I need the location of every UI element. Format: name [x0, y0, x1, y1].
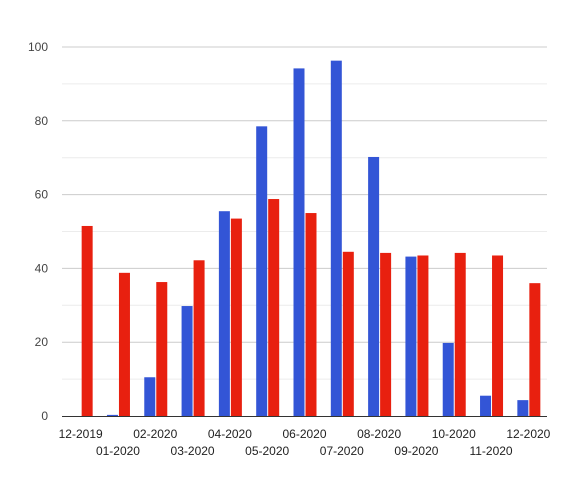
x-tick-label: 07-2020 [320, 444, 364, 458]
bar-series-2-11-2020 [492, 255, 504, 416]
bar-series-1-03-2020 [181, 306, 193, 416]
bar-series-2-07-2020 [342, 251, 354, 416]
bar-layer [81, 60, 541, 417]
y-tick-label: 60 [35, 188, 49, 202]
bar-series-2-01-2020 [118, 272, 130, 416]
bar-series-1-05-2020 [256, 126, 268, 417]
bar-series-1-11-2020 [480, 395, 492, 416]
bar-series-2-12-2020 [529, 283, 541, 416]
bar-series-1-06-2020 [293, 68, 305, 416]
x-tick-label: 10-2020 [432, 427, 476, 441]
x-tick-label: 12-2019 [59, 427, 103, 441]
bar-series-2-04-2020 [230, 218, 242, 416]
bar-series-1-09-2020 [405, 256, 417, 416]
x-tick-label: 08-2020 [357, 427, 401, 441]
y-tick-label: 80 [35, 114, 49, 128]
bar-series-1-07-2020 [330, 60, 342, 416]
bar-series-1-12-2020 [517, 400, 529, 416]
bar-series-2-05-2020 [268, 199, 280, 416]
x-tick-label: 09-2020 [394, 444, 438, 458]
x-tick-label: 06-2020 [282, 427, 326, 441]
bar-series-2-06-2020 [305, 213, 317, 416]
x-tick-label: 11-2020 [469, 444, 512, 458]
bar-series-2-09-2020 [417, 255, 429, 416]
bar-series-1-10-2020 [442, 342, 454, 416]
x-tick-label: 05-2020 [245, 444, 289, 458]
x-tick-label: 04-2020 [208, 427, 252, 441]
bar-series-2-10-2020 [454, 252, 466, 416]
bar-series-1-04-2020 [218, 211, 230, 416]
bar-series-1-08-2020 [368, 156, 380, 416]
x-tick-label: 01-2020 [96, 444, 140, 458]
y-tick-label: 20 [35, 335, 49, 349]
x-tick-label: 02-2020 [133, 427, 177, 441]
bar-series-2-12-2019 [81, 225, 93, 416]
bar-series-2-03-2020 [193, 260, 205, 416]
y-tick-label: 0 [41, 409, 48, 423]
x-tick-label: 03-2020 [171, 444, 215, 458]
x-tick-label: 12-2020 [506, 427, 550, 441]
bar-series-2-02-2020 [156, 282, 168, 416]
bar-series-1-02-2020 [144, 377, 156, 416]
bar-series-1-01-2020 [106, 414, 118, 416]
bar-series-2-08-2020 [380, 252, 392, 416]
y-tick-label: 100 [28, 40, 48, 54]
label-layer: 0 20 40 60 80 100 12-2019 01-2020 02-2020 03-2020… [28, 40, 551, 458]
y-tick-label: 40 [35, 261, 49, 275]
